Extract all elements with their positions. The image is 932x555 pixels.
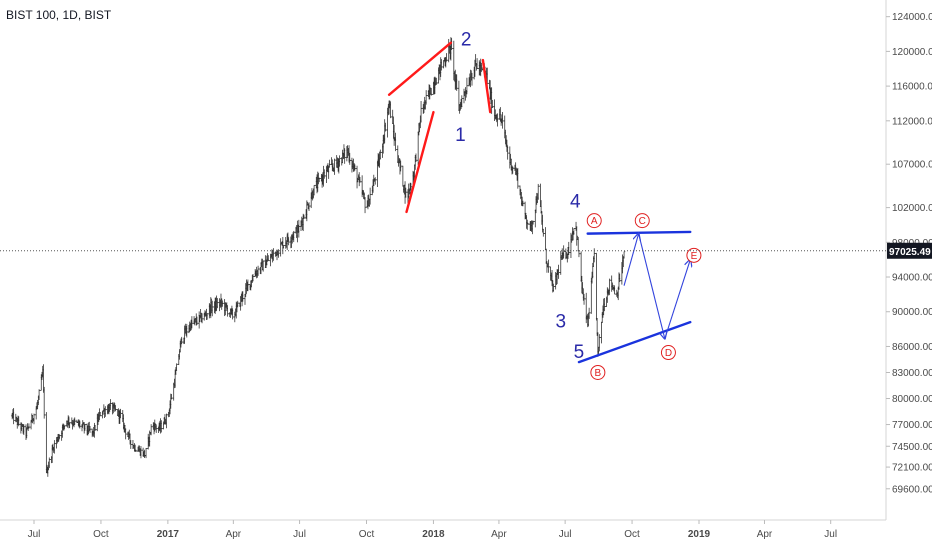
wave-label-a[interactable]: A bbox=[586, 213, 602, 229]
wave-label-text: A bbox=[591, 216, 598, 227]
y-tick-label: 77000.00 bbox=[892, 420, 932, 431]
wave-label-d[interactable]: D bbox=[660, 345, 676, 361]
wave-label-b[interactable]: B bbox=[590, 364, 606, 380]
wave-label-circle bbox=[660, 345, 676, 361]
wave-label-circle bbox=[590, 364, 606, 380]
y-tick-label: 80000.00 bbox=[892, 394, 932, 405]
trendline[interactable] bbox=[387, 41, 453, 96]
trendline[interactable] bbox=[405, 110, 435, 214]
trendline[interactable] bbox=[577, 320, 692, 364]
wave-label-3[interactable]: 3 bbox=[555, 311, 566, 332]
wave-label-text: D bbox=[665, 348, 672, 359]
trendline[interactable] bbox=[481, 58, 492, 114]
y-tick-label: 94000.00 bbox=[892, 273, 932, 284]
wave-label-2[interactable]: 2 bbox=[461, 29, 472, 50]
y-tick-label: 124000.00 bbox=[892, 12, 932, 23]
y-tick-label: 90000.00 bbox=[892, 307, 932, 318]
x-tick-label: Oct bbox=[624, 529, 640, 540]
y-tick-label: 72100.00 bbox=[892, 463, 932, 474]
wave-label-text: 1 bbox=[455, 125, 466, 146]
time-axis[interactable]: Jul Oct 2017 Apr Jul Oct 2018 Apr Jul Oct 2019 Apr J… bbox=[28, 520, 837, 540]
x-tick-label: Jul bbox=[293, 529, 306, 540]
projection-segment[interactable] bbox=[623, 234, 639, 286]
candles-layer bbox=[10, 37, 626, 477]
wave-label-c[interactable]: C bbox=[634, 213, 650, 229]
x-tick-label: Apr bbox=[226, 529, 242, 540]
y-tick-label: 69600.00 bbox=[892, 484, 932, 495]
y-tick-label: 120000.00 bbox=[892, 47, 932, 58]
wave-label-text: 3 bbox=[555, 311, 566, 332]
x-tick-label: 2019 bbox=[688, 529, 711, 540]
wave-label-e[interactable]: E bbox=[686, 247, 702, 263]
y-tick-label: 83000.00 bbox=[892, 368, 932, 379]
x-tick-label: Apr bbox=[757, 529, 773, 540]
wave-label-1[interactable]: 1 bbox=[455, 125, 466, 146]
y-tick-label: 86000.00 bbox=[892, 342, 932, 353]
y-tick-label: 107000.00 bbox=[892, 160, 932, 171]
x-tick-label: 2018 bbox=[422, 529, 445, 540]
wave-label-text: 5 bbox=[574, 342, 585, 363]
wave-label-4[interactable]: 4 bbox=[570, 192, 581, 213]
wave-label-5[interactable]: 5 bbox=[574, 342, 585, 363]
wave-label-text: B bbox=[595, 368, 602, 379]
chart-title: BIST 100, 1D, BIST bbox=[6, 8, 112, 22]
x-tick-label: Oct bbox=[359, 529, 375, 540]
y-tick-label: 112000.00 bbox=[892, 116, 932, 127]
wave-label-text: 2 bbox=[461, 29, 472, 50]
wave-label-circle bbox=[686, 247, 702, 263]
last-price-box bbox=[887, 242, 932, 259]
projection-segment[interactable] bbox=[664, 260, 690, 339]
x-tick-label: Oct bbox=[93, 529, 109, 540]
wave-label-text: 4 bbox=[570, 192, 581, 213]
trendlines-layer bbox=[387, 41, 692, 364]
wave-label-text: E bbox=[691, 251, 698, 262]
wave-label-circle bbox=[634, 213, 650, 229]
candle bbox=[622, 251, 626, 259]
x-tick-label: 2017 bbox=[157, 529, 180, 540]
x-tick-label: Jul bbox=[559, 529, 572, 540]
wave-labels-layer: 1 2 3 4 5 A B C D E bbox=[455, 29, 702, 380]
y-tick-label: 74500.00 bbox=[892, 442, 932, 453]
wave-label-text: C bbox=[639, 216, 646, 227]
x-tick-label: Apr bbox=[491, 529, 507, 540]
price-axis[interactable]: 124000.00 120000.00 116000.00 112000.00 1070… bbox=[0, 12, 932, 495]
x-tick-label: Jul bbox=[28, 529, 41, 540]
x-tick-label: Jul bbox=[824, 529, 837, 540]
y-tick-label: 116000.00 bbox=[892, 82, 932, 93]
wave-label-circle bbox=[586, 213, 602, 229]
y-tick-label: 102000.00 bbox=[892, 203, 932, 214]
last-price-label: 97025.49 bbox=[889, 247, 931, 258]
